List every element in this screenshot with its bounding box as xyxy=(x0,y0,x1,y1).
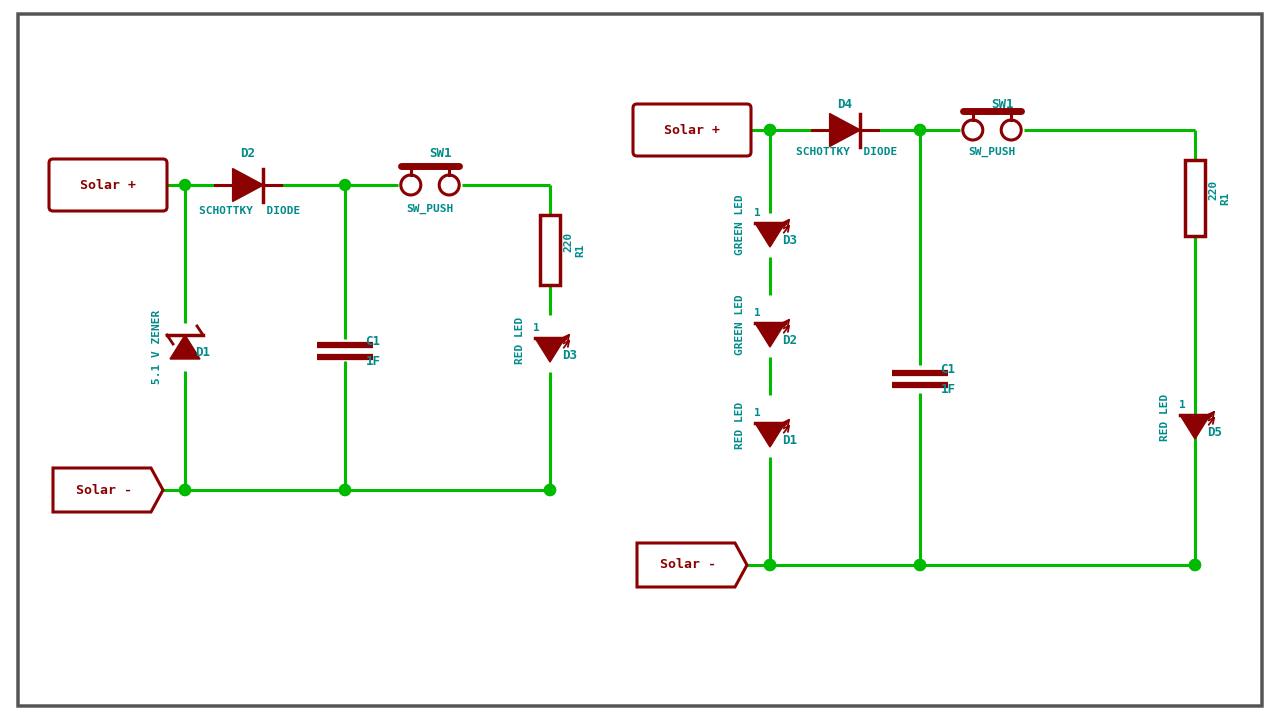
FancyBboxPatch shape xyxy=(18,14,1262,706)
Polygon shape xyxy=(52,468,163,512)
Text: Solar +: Solar + xyxy=(664,124,719,137)
Polygon shape xyxy=(755,423,785,447)
Circle shape xyxy=(179,485,191,495)
Circle shape xyxy=(439,175,460,195)
Text: 5.1 V ZENER: 5.1 V ZENER xyxy=(152,310,163,384)
Text: D1: D1 xyxy=(782,433,797,446)
Circle shape xyxy=(339,485,351,495)
Text: SW_PUSH: SW_PUSH xyxy=(969,147,1015,157)
Circle shape xyxy=(963,120,983,140)
Text: D3: D3 xyxy=(562,348,577,361)
Circle shape xyxy=(1189,559,1201,570)
Circle shape xyxy=(401,175,421,195)
Text: D2: D2 xyxy=(782,333,797,346)
Text: SW1: SW1 xyxy=(991,97,1014,110)
Polygon shape xyxy=(755,323,785,347)
Circle shape xyxy=(914,559,925,570)
Text: Solar +: Solar + xyxy=(79,179,136,192)
Text: D5: D5 xyxy=(1207,426,1222,438)
Text: RED LED: RED LED xyxy=(735,401,745,449)
Circle shape xyxy=(179,179,191,191)
Text: D2: D2 xyxy=(241,146,256,160)
Circle shape xyxy=(1001,120,1021,140)
Circle shape xyxy=(544,485,556,495)
Bar xyxy=(1185,160,1204,236)
Circle shape xyxy=(764,559,776,570)
Circle shape xyxy=(764,559,776,570)
Text: 1: 1 xyxy=(754,308,760,318)
Text: C1: C1 xyxy=(366,335,380,348)
Text: 1F: 1F xyxy=(366,354,380,367)
Text: SW_PUSH: SW_PUSH xyxy=(406,204,453,214)
Text: C1: C1 xyxy=(941,362,955,376)
Circle shape xyxy=(1189,559,1201,570)
Circle shape xyxy=(914,559,925,570)
Text: R1: R1 xyxy=(575,243,585,257)
Text: D3: D3 xyxy=(782,233,797,246)
Text: Solar -: Solar - xyxy=(660,559,716,572)
Text: D4: D4 xyxy=(837,97,852,110)
Polygon shape xyxy=(233,168,264,202)
Circle shape xyxy=(764,125,776,135)
Text: 220: 220 xyxy=(1208,180,1219,200)
Text: R1: R1 xyxy=(1220,192,1230,204)
Text: SCHOTTKY  DIODE: SCHOTTKY DIODE xyxy=(200,206,301,216)
Text: 220: 220 xyxy=(563,232,573,252)
Bar xyxy=(540,215,561,285)
FancyBboxPatch shape xyxy=(49,159,166,211)
Circle shape xyxy=(339,179,351,191)
Text: 1F: 1F xyxy=(941,382,955,395)
Polygon shape xyxy=(535,338,564,362)
Circle shape xyxy=(544,485,556,495)
Circle shape xyxy=(914,125,925,135)
Text: D1: D1 xyxy=(196,346,210,359)
Circle shape xyxy=(914,125,925,135)
Polygon shape xyxy=(755,223,785,247)
FancyBboxPatch shape xyxy=(634,104,751,156)
Polygon shape xyxy=(170,335,200,359)
Text: 1: 1 xyxy=(754,208,760,218)
Text: Solar -: Solar - xyxy=(76,484,132,497)
Circle shape xyxy=(339,485,351,495)
Polygon shape xyxy=(1180,415,1210,439)
Polygon shape xyxy=(637,543,748,587)
Text: SCHOTTKY  DIODE: SCHOTTKY DIODE xyxy=(796,147,897,157)
Text: 1: 1 xyxy=(1179,400,1185,410)
Text: SW1: SW1 xyxy=(429,146,452,160)
Text: RED LED: RED LED xyxy=(515,316,525,364)
Text: RED LED: RED LED xyxy=(1160,393,1170,441)
Text: GREEN LED: GREEN LED xyxy=(735,194,745,256)
Polygon shape xyxy=(829,114,860,146)
Text: 1: 1 xyxy=(532,323,539,333)
Circle shape xyxy=(179,485,191,495)
Text: 1: 1 xyxy=(754,408,760,418)
Text: GREEN LED: GREEN LED xyxy=(735,294,745,356)
Circle shape xyxy=(764,125,776,135)
